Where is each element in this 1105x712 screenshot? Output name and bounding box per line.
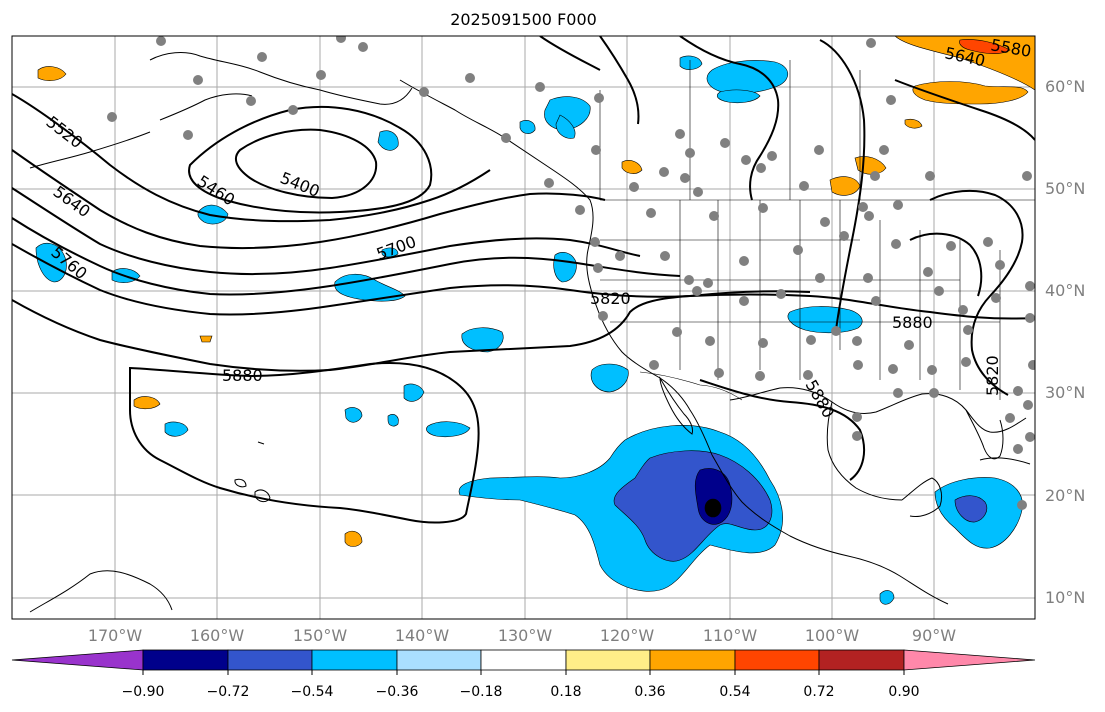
colorbar-min-extension [11, 649, 144, 671]
longitude-label: 90°W [911, 626, 957, 645]
colorbar-segment [142, 649, 229, 671]
contour-label: 5880 [222, 366, 263, 385]
longitude-label: 110°W [702, 626, 758, 645]
colorbar-segment [818, 649, 905, 671]
anomaly-fills [35, 36, 1035, 605]
contour-5880 [129, 362, 480, 524]
contour-5640 [12, 187, 641, 276]
colorbar-segment [396, 649, 482, 671]
latitude-label: 30°N [1045, 383, 1086, 402]
longitude-label: 100°W [804, 626, 860, 645]
contour-label: 5880 [892, 313, 933, 332]
longitude-label: 170°W [87, 626, 143, 645]
height-contours [12, 36, 1035, 524]
colorbar-tick-label: 0.90 [888, 684, 920, 700]
coastlines [29, 52, 1031, 613]
colorbar-segment [734, 649, 820, 671]
colorbar-tick-label: −0.18 [459, 684, 503, 700]
colorbar-segment [311, 649, 398, 671]
longitude-label: 150°W [292, 626, 348, 645]
colorbar-tick-label: −0.36 [375, 684, 419, 700]
map-frame [11, 35, 1036, 620]
colorbar-tick-label: 0.18 [550, 684, 582, 700]
contour-5400 [234, 128, 378, 200]
latitude-label: 10°N [1045, 588, 1086, 607]
very-strong-negative-region [694, 468, 733, 525]
contour-5520 [12, 93, 491, 223]
colorbar-tick-label: 0.36 [634, 684, 666, 700]
contour-label: 5820 [983, 355, 1002, 396]
contour-label: 5820 [590, 289, 631, 308]
map-title: 2025091500 F000 [450, 10, 597, 29]
longitude-label: 160°W [189, 626, 245, 645]
latitude-label: 60°N [1045, 77, 1086, 96]
strong-negative-region [613, 450, 773, 562]
contour-5580 [12, 149, 606, 250]
colorbar-ticks [142, 670, 905, 675]
longitude-label: 140°W [394, 626, 450, 645]
political-borders [599, 60, 1035, 401]
colorbar-max-extension [903, 649, 1036, 671]
latitude-label: 40°N [1045, 281, 1086, 300]
colorbar-segment [649, 649, 736, 671]
latitude-label: 50°N [1045, 179, 1086, 198]
contour-5820 [12, 293, 1035, 372]
negative-core [704, 498, 722, 518]
station-dots [107, 36, 1035, 510]
colorbar [11, 649, 1036, 671]
longitude-label: 120°W [599, 626, 655, 645]
colorbar-segment [565, 649, 651, 671]
colorbar-tick-label: −0.72 [206, 684, 250, 700]
colorbar-tick-label: −0.54 [290, 684, 334, 700]
colorbar-tick-label: −0.90 [121, 684, 165, 700]
colorbar-segment [480, 649, 567, 671]
colorbar-tick-label: 0.54 [719, 684, 751, 700]
colorbar-segment [227, 649, 313, 671]
longitude-label: 130°W [497, 626, 553, 645]
latitude-label: 20°N [1045, 486, 1086, 505]
contour-5700 [12, 217, 681, 296]
colorbar-tick-label: 0.72 [803, 684, 835, 700]
